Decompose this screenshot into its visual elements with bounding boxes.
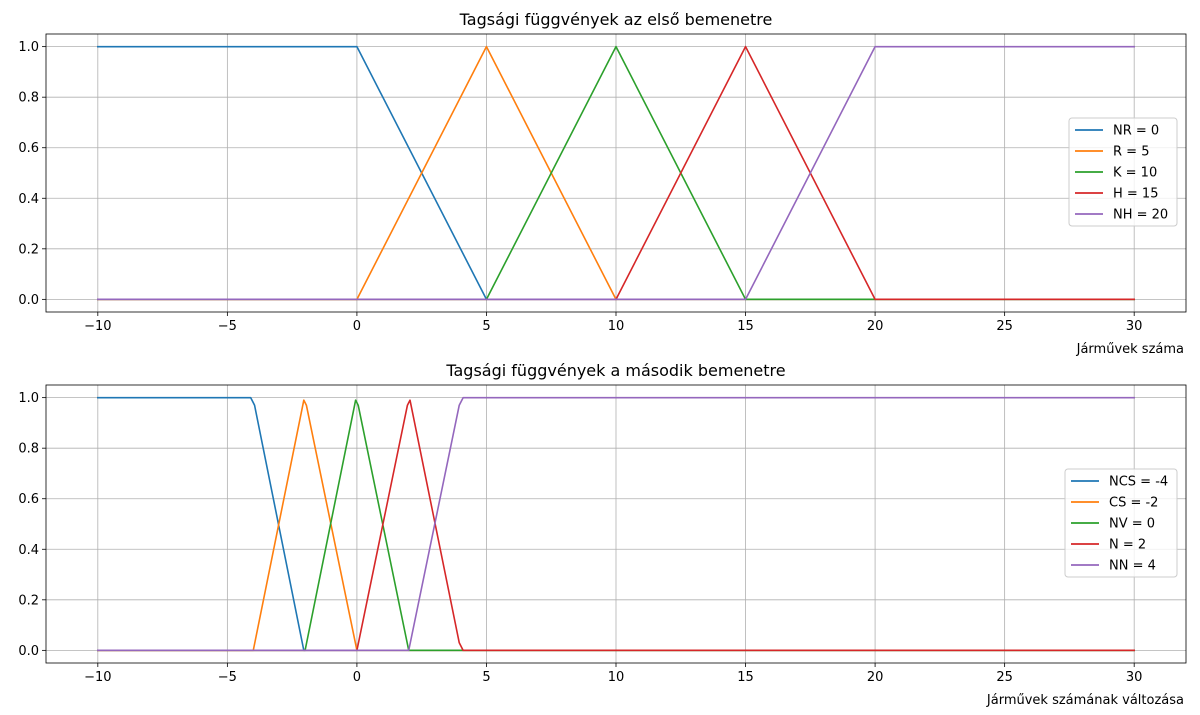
legend-box: [1064, 468, 1178, 578]
legend-box: [1068, 117, 1178, 227]
y-tick-label: 0.8: [18, 91, 39, 106]
legend-label: R = 5: [1113, 145, 1149, 160]
legend-label: K = 10: [1113, 166, 1157, 181]
x-tick-label: 15: [737, 319, 754, 334]
x-tick-label: 25: [996, 319, 1013, 334]
x-tick-label: 20: [867, 670, 884, 685]
legend-label: NN = 4: [1109, 559, 1156, 574]
legend: NCS = -4 CS = -2 NV = 0 N = 2 NN = 4: [1064, 468, 1178, 578]
x-tick-label: 15: [737, 670, 754, 685]
x-tick-label: −10: [84, 670, 111, 685]
x-tick-label: −5: [218, 319, 237, 334]
x-tick-label: 5: [482, 670, 490, 685]
x-axis-label: Járművek száma: [1076, 342, 1184, 357]
x-tick-label: 0: [353, 319, 361, 334]
y-tick-label: 0.2: [18, 593, 39, 608]
y-tick-label: 0.0: [18, 644, 39, 659]
x-tick-label: 0: [353, 670, 361, 685]
x-tick-label: 25: [996, 670, 1013, 685]
x-tick-label: −5: [218, 670, 237, 685]
legend-label: N = 2: [1109, 538, 1146, 553]
y-tick-label: 0.8: [18, 442, 39, 457]
y-tick-label: 0.6: [18, 492, 39, 507]
plot-frame: [45, 384, 1187, 664]
y-tick-label: 1.0: [18, 40, 39, 55]
grid: [46, 34, 1186, 312]
legend-label: H = 15: [1113, 187, 1158, 202]
x-axis-label: Járművek számának változása: [986, 693, 1184, 708]
y-tick-label: 0.0: [18, 293, 39, 308]
x-tick-label: 30: [1126, 670, 1143, 685]
chart-title: Tagsági függvények az első bemenetre: [459, 10, 773, 29]
y-tick-label: 1.0: [18, 391, 39, 406]
legend-label: NCS = -4: [1109, 475, 1168, 490]
chart-bottom: Tagsági függvények a második bemenetre J…: [18, 361, 1187, 708]
legend-label: NH = 20: [1113, 208, 1168, 223]
y-tick-label: 0.6: [18, 141, 39, 156]
legend-label: NV = 0: [1109, 517, 1155, 532]
x-tick-label: 10: [608, 319, 625, 334]
legend-label: CS = -2: [1109, 496, 1158, 511]
legend: NR = 0 R = 5 K = 10 H = 15 NH = 20: [1068, 117, 1178, 227]
series-line-5: [97, 45, 1135, 301]
chart-top: Tagsági függvények az első bemenetre Jár…: [18, 10, 1187, 357]
legend-label: NR = 0: [1113, 124, 1159, 139]
y-tick-label: 0.4: [18, 192, 39, 207]
x-tick-label: 10: [608, 670, 625, 685]
y-tick-label: 0.4: [18, 543, 39, 558]
chart-title: Tagsági függvények a második bemenetre: [445, 361, 785, 380]
grid: [46, 385, 1186, 663]
x-tick-label: 30: [1126, 319, 1143, 334]
y-tick-label: 0.2: [18, 242, 39, 257]
series-line-5: [97, 396, 1135, 652]
plot-frame: [45, 33, 1187, 313]
x-tick-label: 5: [482, 319, 490, 334]
x-tick-label: −10: [84, 319, 111, 334]
x-tick-label: 20: [867, 319, 884, 334]
